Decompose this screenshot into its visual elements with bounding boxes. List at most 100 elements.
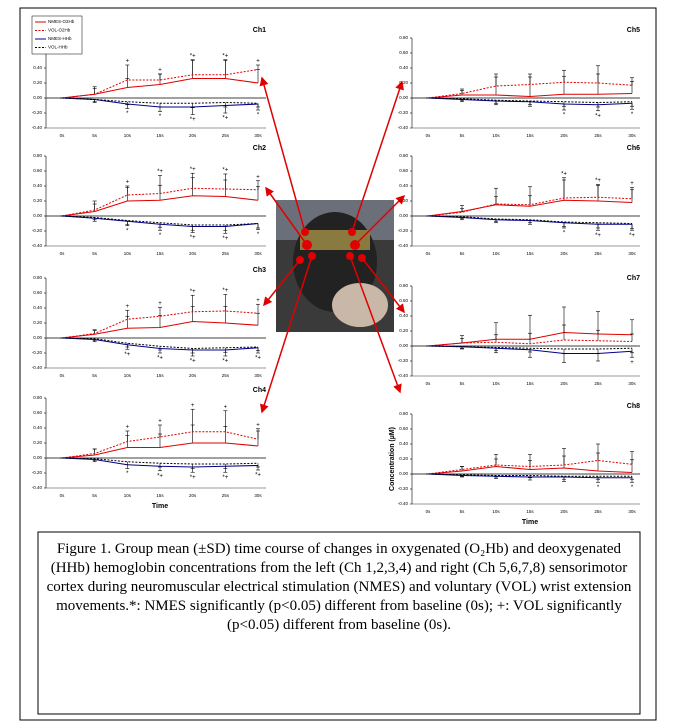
x-tick-label: 30s (628, 509, 636, 514)
x-tick-label: 15s (156, 133, 164, 138)
error-bar (562, 349, 566, 354)
significance-label: * (563, 231, 566, 237)
significance-label: + (256, 59, 260, 65)
x-tick-label: 20s (560, 381, 568, 386)
y-tick-label: 0.00 (33, 335, 42, 340)
error-bar (562, 324, 566, 340)
error-bar (528, 101, 532, 106)
y-tick-label: 0.60 (33, 410, 42, 415)
error-bar (256, 180, 260, 190)
error-bar (460, 88, 464, 94)
y-tick-label: -0.20 (32, 350, 43, 355)
series-line (61, 187, 259, 217)
x-tick-label: 25s (594, 251, 602, 256)
y-tick-label: 0.80 (399, 411, 408, 416)
error-bar (125, 309, 130, 320)
x-tick-label: 10s (124, 373, 132, 378)
series-line (61, 431, 259, 459)
error-bar (158, 346, 162, 351)
y-tick-label: -0.40 (398, 501, 409, 506)
x-tick-label: 10s (492, 133, 500, 138)
panel: Ch8 -0.40 -0.20 0.00 0.20 0.40 0.60 0.80 0s 5s 10s… (389, 403, 640, 526)
error-bar (460, 474, 464, 477)
significance-label: *+ (595, 178, 601, 184)
y-tick-label: 0.60 (399, 50, 408, 55)
error-bar (158, 315, 162, 328)
error-bar (190, 225, 195, 231)
series-line (61, 442, 259, 459)
x-tick-label: 15s (526, 381, 534, 386)
significance-label: + (158, 419, 162, 425)
x-tick-label: 5s (460, 251, 466, 256)
significance-label: *+ (629, 233, 635, 239)
error-bar (460, 338, 464, 343)
error-bar (92, 203, 97, 210)
x-tick-label: 15s (526, 251, 534, 256)
y-tick-label: -0.20 (398, 486, 409, 491)
arrows (259, 76, 406, 414)
error-bar (256, 103, 260, 108)
x-tick-label: 30s (254, 251, 262, 256)
error-bar (158, 73, 162, 80)
significance-label: + (630, 181, 634, 187)
x-tick-label: 10s (124, 133, 132, 138)
x-axis-label: Time (522, 519, 538, 526)
error-bar (562, 476, 566, 480)
series-line (61, 457, 259, 465)
panel: Ch7 -0.40 -0.20 0.00 0.20 0.40 0.60 0.80 0s 5s 10s… (398, 275, 640, 386)
x-tick-label: 0s (426, 381, 432, 386)
y-tick-label: 0.40 (33, 425, 42, 430)
y-tick-label: 0.00 (33, 213, 42, 218)
error-bar (223, 464, 228, 469)
chart-title: Ch6 (627, 145, 640, 152)
y-tick-label: 0.60 (33, 290, 42, 295)
x-tick-label: 0s (60, 251, 66, 256)
x-tick-label: 20s (189, 133, 197, 138)
y-tick-label: -0.40 (398, 243, 409, 248)
error-bar (596, 102, 600, 108)
error-bar (630, 189, 634, 199)
error-bar (190, 59, 195, 75)
error-bar (158, 107, 162, 112)
error-bar (158, 463, 162, 468)
error-bar (528, 195, 532, 205)
significance-label: + (256, 422, 260, 428)
y-tick-label: 0.40 (399, 183, 408, 188)
series-line (427, 92, 633, 99)
significance-label: *+ (561, 171, 567, 177)
y-tick-label: 0.40 (33, 65, 42, 70)
error-bar (596, 329, 600, 341)
error-bar (190, 348, 195, 354)
significance-label: * (126, 471, 129, 477)
y-tick-label: -0.20 (32, 228, 43, 233)
series-line (427, 196, 633, 217)
significance-label: *+ (222, 359, 228, 365)
error-bar (223, 173, 228, 189)
error-bar (562, 455, 566, 465)
error-bar (494, 458, 498, 465)
error-bar (630, 333, 634, 342)
error-bar (596, 349, 600, 354)
error-bar (630, 223, 634, 230)
x-tick-label: 10s (492, 251, 500, 256)
series-line (427, 339, 633, 347)
y-tick-label: 0.20 (33, 198, 42, 203)
chart-title: Ch8 (627, 403, 640, 410)
x-tick-label: 25s (222, 251, 230, 256)
y-tick-label: 0.00 (33, 455, 42, 460)
error-bar (460, 346, 464, 349)
chart-title: Ch5 (627, 27, 640, 34)
x-tick-label: 5s (460, 509, 466, 514)
error-bar (562, 101, 566, 107)
error-bar (190, 107, 195, 115)
significance-label: *+ (157, 473, 163, 479)
legend-label: NMES-HHb (48, 36, 72, 41)
x-tick-label: 0s (426, 251, 432, 256)
error-bar (92, 448, 97, 454)
chart-title: Ch1 (253, 27, 266, 34)
error-bar (125, 461, 130, 466)
y-tick-label: 0.60 (399, 298, 408, 303)
significance-label: + (158, 301, 162, 307)
error-bar (528, 348, 532, 353)
y-tick-label: 0.80 (33, 153, 42, 158)
